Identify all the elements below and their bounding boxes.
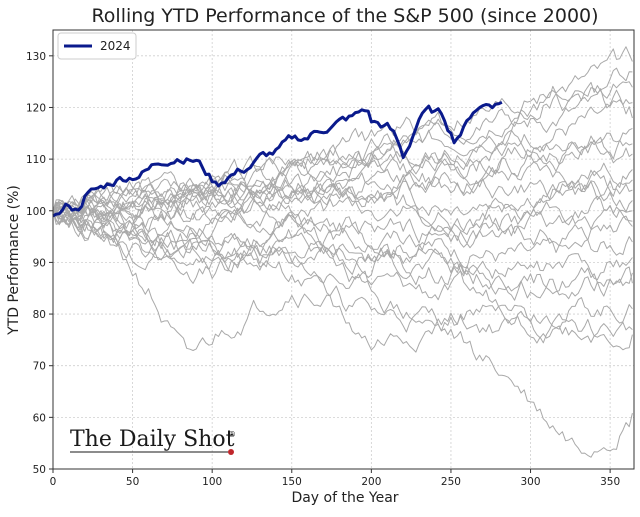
x-tick-label: 150 (282, 476, 302, 488)
series-line-year-6 (52, 127, 633, 221)
x-tick-label: 350 (600, 476, 620, 488)
series-line-year-22 (52, 201, 633, 300)
x-tick-label: 250 (441, 476, 461, 488)
watermark-text: The Daily Shot (70, 427, 235, 452)
series-line-year-12 (52, 173, 633, 235)
series-line-year-7 (52, 139, 633, 214)
series-line-year-17 (52, 202, 633, 301)
series-line-year-19 (52, 210, 633, 351)
y-tick-label: 60 (33, 412, 46, 424)
y-tick-label: 80 (33, 309, 46, 321)
watermark: The Daily Shot ® (70, 427, 236, 455)
plot-frame (52, 29, 635, 470)
series-line-year-3 (52, 81, 633, 218)
legend: 2024 (57, 32, 137, 60)
x-tick-label: 50 (126, 476, 139, 488)
series-line-year-4 (52, 88, 633, 219)
x-axis-label: Day of the Year (291, 490, 398, 506)
y-tick-label: 130 (26, 51, 46, 63)
watermark-mark: ® (228, 430, 236, 439)
series-line-year-18 (52, 210, 633, 330)
y-tick-label: 70 (33, 361, 46, 373)
y-tick-label: 90 (33, 257, 46, 269)
x-tick-label: 100 (202, 476, 222, 488)
y-tick-label: 110 (26, 154, 46, 166)
series-line-year-1 (52, 46, 633, 212)
x-tick-label: 300 (521, 476, 541, 488)
series-line-year-21 (52, 199, 633, 458)
y-tick-label: 100 (26, 206, 46, 218)
series-line-year-23 (52, 205, 633, 271)
y-axis-label: YTD Performance (%) (6, 185, 22, 336)
series-line-year-8 (52, 136, 633, 222)
series-line-year-10 (52, 170, 633, 224)
chart-title: Rolling YTD Performance of the S&P 500 (… (91, 5, 598, 27)
series-line-year-9 (52, 161, 633, 219)
legend-label: 2024 (100, 39, 131, 53)
series-line-year-15 (52, 207, 633, 269)
series-line-year-14 (52, 203, 633, 248)
x-tick-label: 0 (50, 476, 57, 488)
x-tick-label: 200 (361, 476, 381, 488)
y-tick-label: 120 (26, 102, 46, 114)
axes: 0 50 100 150 200 250 300 350 50 60 70 80 90 100 110 120… (26, 29, 635, 488)
y-tick-label: 50 (33, 464, 46, 476)
series-line-year-16 (52, 200, 633, 281)
watermark-dot (228, 449, 234, 455)
legend-frame (57, 32, 137, 60)
series-line-year-2 (52, 67, 633, 215)
series-line-2024 (52, 100, 503, 218)
series (52, 46, 633, 458)
